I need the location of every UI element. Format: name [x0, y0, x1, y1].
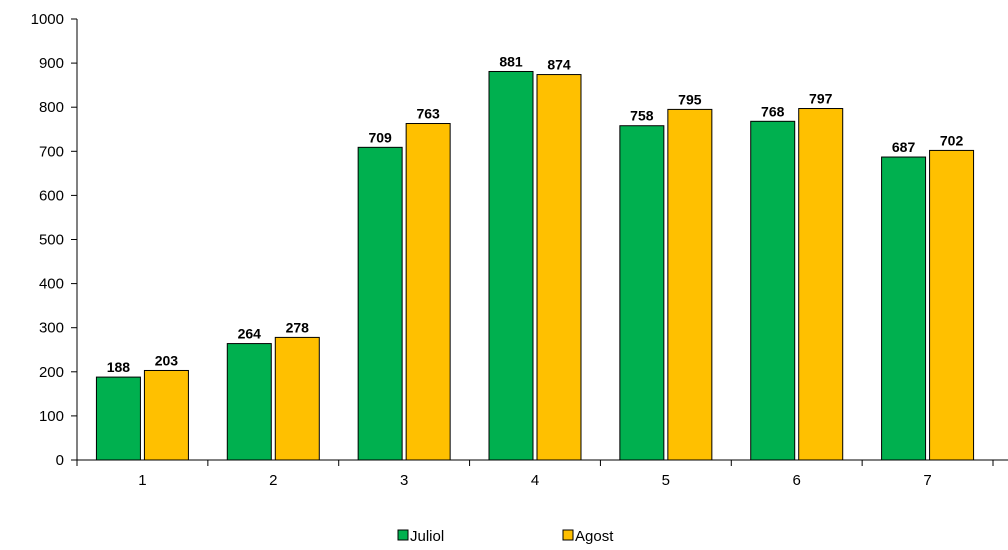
legend: Juliol Agost — [397, 528, 614, 545]
bar-agost-5 — [667, 108, 713, 461]
legend-label-juliol: Juliol — [410, 528, 444, 545]
data-label-juliol-2: 264 — [238, 326, 262, 342]
data-label-agost-1: 203 — [155, 352, 179, 368]
legend-label-agost: Agost — [575, 528, 614, 545]
x-tick-label-7: 7 — [923, 472, 931, 489]
x-axis: 1 2 3 4 5 6 7 — [76, 459, 1008, 489]
bar-juliol-7 — [881, 156, 927, 461]
data-labels: 188 203 264 278 709 763 881 874 758 795 768 797 687 7… — [107, 53, 964, 375]
data-label-agost-6: 797 — [809, 91, 833, 107]
legend-swatch-juliol — [397, 529, 409, 541]
bar-agost-3 — [405, 123, 451, 461]
data-label-juliol-6: 768 — [761, 103, 785, 119]
y-tick-label-200: 200 — [39, 364, 64, 381]
bar-juliol-3 — [357, 146, 403, 461]
data-label-agost-2: 278 — [286, 319, 310, 335]
data-label-juliol-1: 188 — [107, 359, 131, 375]
y-tick-label-700: 700 — [39, 143, 64, 160]
x-tick-label-4: 4 — [531, 472, 539, 489]
bar-agost-4 — [536, 74, 582, 461]
bar-juliol-1 — [95, 376, 141, 461]
x-tick-label-6: 6 — [793, 472, 801, 489]
data-label-juliol-4: 881 — [499, 53, 523, 69]
data-label-juliol-3: 709 — [368, 129, 392, 145]
bar-agost-2 — [274, 336, 320, 461]
bars — [95, 70, 975, 461]
data-label-agost-5: 795 — [678, 91, 702, 107]
data-label-juliol-7: 687 — [892, 139, 916, 155]
y-tick-label-400: 400 — [39, 276, 64, 293]
bar-juliol-6 — [750, 120, 796, 461]
bar-agost-7 — [929, 149, 975, 461]
data-label-agost-3: 763 — [416, 106, 440, 122]
bar-juliol-2 — [226, 343, 272, 461]
data-label-agost-4: 874 — [547, 57, 571, 73]
y-axis: 0 100 200 300 400 500 600 700 800 900 1000 — [31, 11, 78, 469]
y-tick-label-600: 600 — [39, 187, 64, 204]
y-tick-label-1000: 1000 — [31, 11, 64, 28]
y-tick-label-100: 100 — [39, 408, 64, 425]
y-tick-label-900: 900 — [39, 55, 64, 72]
y-tick-label-500: 500 — [39, 232, 64, 249]
bar-juliol-4 — [488, 70, 534, 461]
y-tick-label-0: 0 — [56, 452, 64, 469]
data-label-agost-7: 702 — [940, 132, 964, 148]
x-tick-label-2: 2 — [269, 472, 277, 489]
bar-agost-1 — [143, 369, 189, 461]
x-tick-label-3: 3 — [400, 472, 408, 489]
bar-agost-6 — [798, 108, 844, 461]
legend-swatch-agost — [562, 529, 574, 541]
data-label-juliol-5: 758 — [630, 108, 654, 124]
x-tick-label-1: 1 — [138, 472, 146, 489]
y-tick-label-800: 800 — [39, 99, 64, 116]
bar-juliol-5 — [619, 125, 665, 461]
x-tick-label-5: 5 — [662, 472, 670, 489]
y-tick-label-300: 300 — [39, 320, 64, 337]
